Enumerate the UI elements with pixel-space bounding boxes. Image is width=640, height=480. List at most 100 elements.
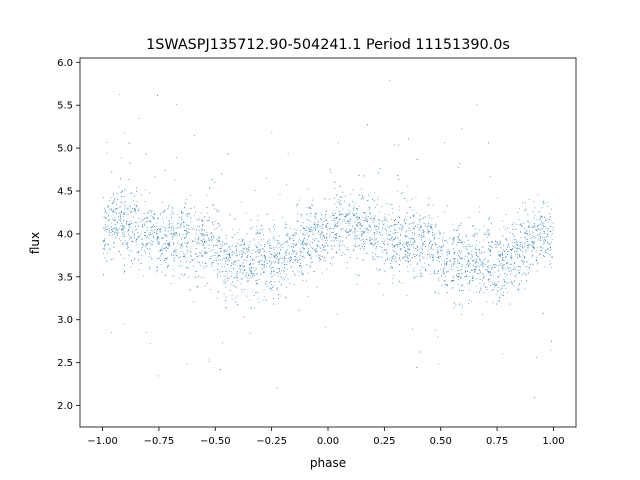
- data-point: [435, 224, 436, 226]
- data-point: [115, 230, 117, 232]
- data-point: [179, 217, 181, 218]
- y-axis-label: flux: [28, 232, 42, 254]
- data-point: [475, 291, 477, 293]
- data-point: [531, 236, 533, 238]
- data-point: [356, 224, 357, 226]
- data-point: [310, 257, 312, 259]
- data-point: [291, 256, 293, 258]
- data-point: [172, 269, 174, 271]
- data-point: [529, 266, 530, 268]
- data-point: [264, 261, 265, 263]
- data-point: [542, 216, 543, 218]
- data-point: [336, 313, 338, 315]
- data-point: [111, 222, 113, 224]
- data-point: [197, 225, 199, 227]
- data-point: [401, 228, 403, 230]
- data-point: [142, 224, 143, 226]
- data-point: [156, 271, 158, 273]
- data-point: [542, 255, 544, 257]
- data-point: [388, 234, 390, 236]
- data-point: [247, 254, 249, 256]
- data-point: [552, 222, 554, 224]
- data-point: [283, 269, 285, 271]
- data-point: [118, 238, 120, 240]
- data-point: [300, 214, 302, 215]
- data-point: [174, 248, 176, 250]
- data-point: [151, 257, 152, 259]
- data-point: [318, 257, 320, 259]
- data-point: [151, 226, 153, 227]
- data-point: [420, 247, 422, 249]
- data-point: [331, 257, 333, 259]
- data-point: [521, 242, 523, 244]
- data-point: [316, 244, 317, 246]
- data-point: [304, 242, 306, 244]
- data-point: [413, 270, 415, 272]
- data-point: [375, 228, 377, 230]
- data-point: [129, 209, 131, 211]
- data-point: [489, 274, 491, 276]
- data-point: [536, 219, 538, 221]
- data-point: [158, 241, 160, 243]
- data-point: [521, 225, 522, 227]
- data-point: [114, 209, 116, 211]
- data-point: [137, 238, 138, 240]
- data-point: [400, 242, 401, 244]
- data-point: [462, 290, 464, 291]
- data-point: [270, 256, 272, 258]
- data-point: [249, 263, 251, 264]
- data-point: [285, 257, 287, 259]
- data-point: [459, 289, 460, 291]
- data-point: [253, 295, 255, 296]
- data-point: [408, 254, 410, 256]
- data-point: [492, 284, 494, 285]
- data-point: [345, 231, 347, 233]
- data-point: [495, 240, 496, 242]
- data-point: [307, 272, 309, 274]
- data-point: [479, 279, 481, 280]
- data-point: [545, 239, 547, 241]
- data-point: [422, 236, 424, 237]
- data-point: [394, 218, 396, 220]
- data-point: [357, 208, 359, 210]
- data-point: [257, 262, 259, 263]
- data-point: [182, 245, 183, 247]
- data-point: [543, 240, 545, 242]
- data-point: [273, 271, 275, 273]
- data-point: [173, 242, 174, 244]
- data-point: [301, 272, 303, 274]
- data-point: [423, 231, 425, 233]
- data-point: [468, 261, 470, 263]
- data-point: [384, 240, 385, 242]
- data-point: [330, 263, 332, 264]
- data-point: [485, 286, 486, 288]
- data-point: [231, 262, 233, 264]
- data-point: [192, 228, 193, 229]
- data-point: [268, 256, 270, 258]
- data-point: [462, 246, 464, 248]
- data-point: [432, 255, 434, 257]
- data-point: [513, 280, 515, 282]
- data-point: [336, 217, 337, 218]
- data-point: [442, 270, 444, 272]
- data-point: [317, 240, 319, 242]
- data-point: [400, 248, 402, 250]
- data-point: [253, 274, 255, 276]
- data-point: [290, 258, 292, 260]
- data-point: [472, 265, 474, 266]
- data-point: [397, 174, 399, 176]
- data-point: [504, 281, 506, 283]
- data-point: [171, 254, 172, 256]
- data-point: [180, 245, 182, 247]
- data-point: [511, 249, 513, 251]
- data-point: [321, 232, 322, 234]
- data-point: [405, 231, 407, 233]
- data-point: [499, 242, 501, 244]
- data-point: [460, 277, 462, 279]
- data-point: [472, 277, 474, 279]
- data-point: [479, 266, 481, 268]
- data-point: [480, 271, 481, 273]
- data-point: [526, 280, 528, 282]
- data-point: [440, 247, 441, 249]
- data-point: [334, 213, 336, 214]
